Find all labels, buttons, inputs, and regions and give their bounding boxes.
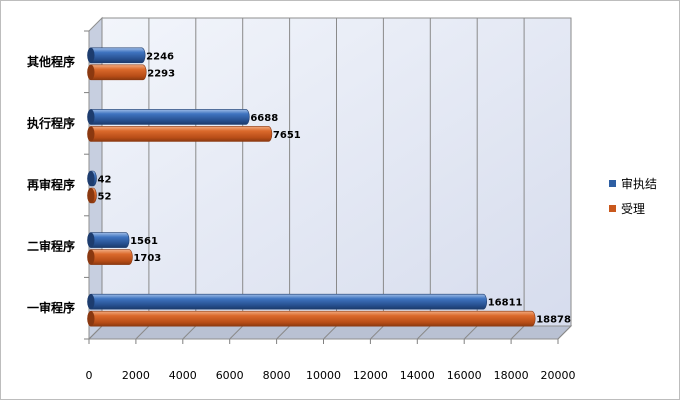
bar-cap <box>87 232 95 248</box>
category-label: 执行程序 <box>27 115 75 130</box>
data-label: 16811 <box>488 298 523 309</box>
bar-cap <box>87 294 95 310</box>
data-label: 1703 <box>133 253 161 264</box>
bar-cap <box>87 47 95 63</box>
category-label: 一审程序 <box>27 300 75 315</box>
data-label: 1561 <box>130 236 158 247</box>
floor-gridline <box>510 325 525 340</box>
bar-审执结-一审程序 <box>87 293 487 310</box>
bar-cap <box>87 311 95 327</box>
floor-gridline <box>557 325 572 340</box>
x-tick-label: 16000 <box>447 369 482 382</box>
bar-cap <box>87 249 95 265</box>
data-label: 18878 <box>536 315 571 326</box>
bar-cap <box>87 126 95 142</box>
data-label: 2246 <box>146 51 174 62</box>
x-tick-label: 14000 <box>400 369 435 382</box>
bar-cap <box>87 171 95 186</box>
plot-walls <box>87 16 573 341</box>
x-tick-label: 0 <box>86 369 93 382</box>
floor-gridline <box>88 325 103 340</box>
floor-gridline <box>135 325 150 340</box>
floor-gridline <box>370 325 384 340</box>
x-tick-label: 12000 <box>353 369 388 382</box>
labels: 0 2000 4000 6000 8000 10000 12000 14000 16000 180… <box>27 51 576 382</box>
bar-cap <box>87 64 95 80</box>
data-label: 2293 <box>147 68 175 79</box>
category-label: 其他程序 <box>27 54 75 69</box>
x-tick-label: 20000 <box>541 369 576 382</box>
data-label: 42 <box>98 175 112 186</box>
floor-gridline <box>182 325 197 340</box>
bar-cap <box>87 188 95 203</box>
x-tick-label: 10000 <box>306 369 341 382</box>
floor-gridline <box>416 325 431 340</box>
bar-受理-其他程序 <box>87 64 147 81</box>
data-label: 7651 <box>273 130 301 141</box>
data-label: 6688 <box>250 113 278 124</box>
bars <box>87 47 536 327</box>
data-label: 52 <box>98 192 112 203</box>
floor-gridline <box>323 325 337 340</box>
x-tick-label: 6000 <box>216 369 244 382</box>
legend-swatch <box>609 180 616 187</box>
legend-swatch <box>609 205 616 212</box>
x-tick-label: 8000 <box>263 369 291 382</box>
bar-cap <box>87 109 95 125</box>
gridlines <box>84 18 572 344</box>
floor-gridline <box>229 325 244 340</box>
bar-审执结-执行程序 <box>87 109 250 125</box>
bar-受理-执行程序 <box>87 126 273 142</box>
bar-受理-一审程序 <box>87 310 536 327</box>
legend-label: 审执结 <box>621 176 657 191</box>
x-tick-label: 4000 <box>169 369 197 382</box>
x-tick-label: 18000 <box>494 369 529 382</box>
category-label: 二审程序 <box>27 239 75 254</box>
floor-gridline <box>276 325 290 340</box>
bar-审执结-其他程序 <box>87 47 146 64</box>
category-label: 再审程序 <box>27 177 75 192</box>
legend-label: 受理 <box>621 202 645 216</box>
x-tick-label: 2000 <box>122 369 150 382</box>
floor-gridline <box>463 325 478 340</box>
